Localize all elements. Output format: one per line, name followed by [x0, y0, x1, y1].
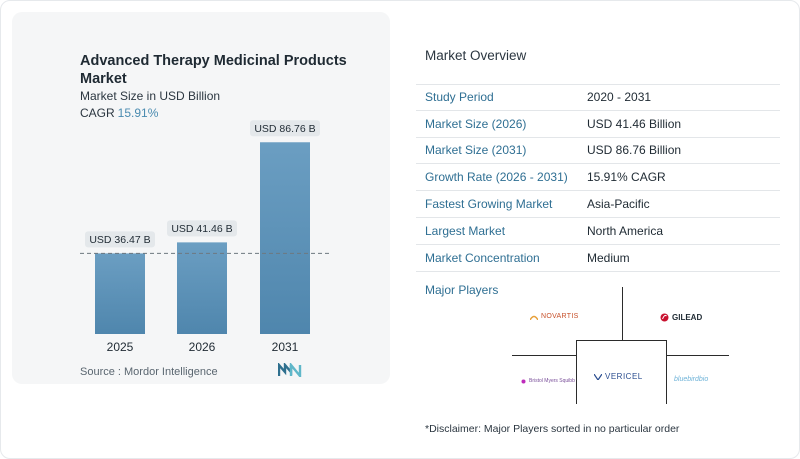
overview-value: Asia-Pacific [587, 197, 650, 212]
overview-label: Largest Market [425, 223, 506, 238]
overview-label: Study Period [425, 90, 494, 105]
overview-value: Medium [587, 250, 630, 265]
overview-title: Market Overview [425, 48, 527, 63]
x-tick-label: 2025 [107, 340, 134, 354]
overview-value: 2020 - 2031 [587, 90, 652, 105]
overview-row: Study Period 2020 - 2031 [416, 84, 780, 111]
players-divider [667, 355, 729, 356]
overview-row: Market Concentration Medium [416, 245, 780, 272]
cagr-text: CAGR 15.91% [80, 106, 158, 120]
overview-row: Fastest Growing Market Asia-Pacific [416, 191, 780, 218]
players-box-top [576, 340, 667, 341]
bar-chart: USD 36.47 B 2025 USD 41.46 B 2026 USD 86.76 … [80, 120, 330, 354]
vericel-logo: VERICEL [594, 372, 643, 381]
overview-label: Growth Rate (2026 - 2031) [425, 170, 568, 185]
gilead-logo-text: GILEAD [672, 313, 703, 322]
bar-2026 [177, 242, 227, 334]
overview-row: Growth Rate (2026 - 2031) 15.91% CAGR [416, 164, 780, 192]
bar-2031 [260, 142, 310, 334]
overview-value: USD 86.76 Billion [587, 143, 682, 158]
overview-row: Largest Market North America [416, 218, 780, 245]
overview-value: USD 41.46 Billion [587, 116, 682, 131]
disclaimer-text: *Disclaimer: Major Players sorted in no … [425, 423, 680, 435]
source-text: Source : Mordor Intelligence [80, 366, 218, 378]
bristol-myers-squibb-logo: Bristol Myers Squibb [521, 378, 575, 384]
vericel-mark-icon [594, 373, 602, 380]
chart-subtitle: Market Size in USD Billion [80, 89, 221, 103]
major-players-title: Major Players [425, 283, 499, 297]
overview-value: North America [587, 223, 664, 238]
overview-label: Market Size (2031) [425, 143, 527, 158]
bar-2025 [95, 253, 145, 334]
players-divider [622, 287, 623, 340]
overview-table: Study Period 2020 - 2031 Market Size (202… [416, 84, 780, 272]
vericel-logo-text: VERICEL [605, 372, 643, 381]
novartis-logo: NOVARTIS [530, 313, 579, 320]
gilead-mark-icon [660, 313, 669, 322]
overview-label: Market Concentration [425, 250, 540, 265]
bar-value-label-bg [85, 231, 155, 248]
bar-value-label-bg [250, 120, 320, 137]
x-tick-label: 2031 [272, 340, 299, 354]
cagr-value: 15.91% [117, 106, 159, 120]
novartis-flame-icon [530, 315, 538, 320]
bms-mark-icon [521, 379, 526, 383]
bar-value-label: USD 36.47 B [89, 234, 150, 246]
overview-label: Market Size (2026) [425, 116, 527, 131]
overview-value: 15.91% CAGR [587, 170, 666, 185]
x-tick-label: 2026 [189, 340, 216, 354]
bar-value-label-bg [167, 220, 237, 237]
bluebird-logo-text: bluebirdbio [674, 376, 709, 383]
players-divider [512, 355, 576, 356]
novartis-logo-text: NOVARTIS [541, 313, 579, 320]
chart-title: Advanced Therapy Medicinal Products Mark… [80, 53, 347, 87]
bms-logo-text: Bristol Myers Squibb [529, 378, 575, 384]
overview-row: Market Size (2031) USD 86.76 Billion [416, 138, 780, 165]
players-box-right [666, 340, 667, 404]
bluebird-bio-logo: bluebirdbio [674, 376, 708, 383]
bar-value-label: USD 86.76 B [254, 123, 315, 135]
cagr-label: CAGR [80, 106, 115, 120]
overview-row: Market Size (2026) USD 41.46 Billion [416, 111, 780, 138]
overview-label: Fastest Growing Market [425, 197, 553, 212]
players-box-left [576, 340, 577, 404]
gilead-logo: GILEAD [660, 313, 702, 322]
mordor-intelligence-logo-icon [278, 363, 302, 377]
bar-value-label: USD 41.46 B [171, 223, 232, 235]
